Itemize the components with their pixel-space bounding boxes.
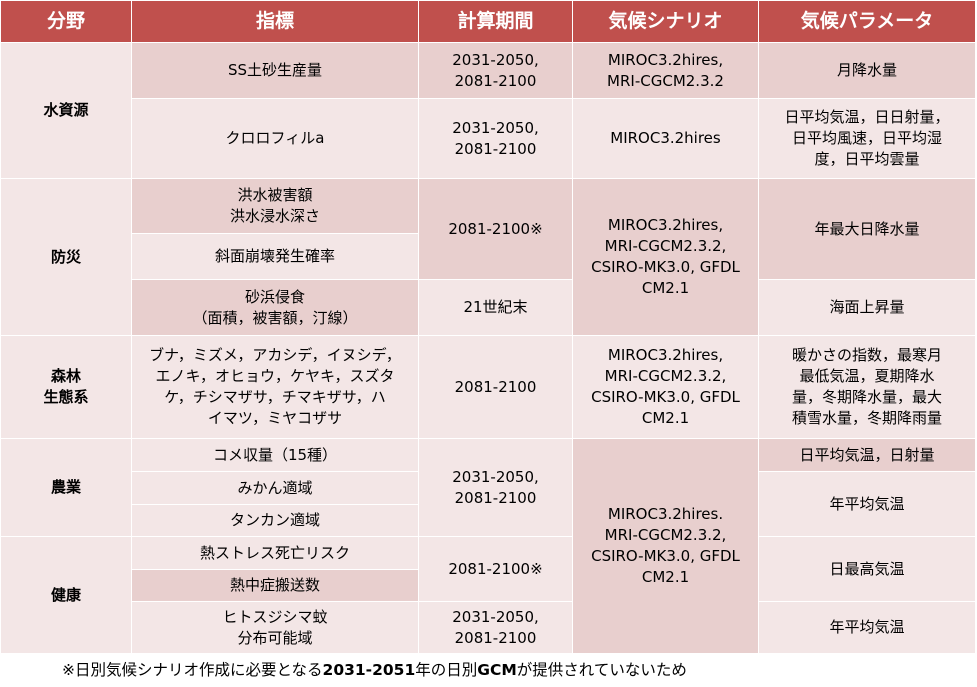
indicator-cell: タンカン適域 bbox=[131, 504, 419, 537]
footnote-middle: 年の日別 bbox=[415, 661, 478, 679]
parameter-cell: 日平均気温，日射量 bbox=[758, 438, 976, 472]
header-field: 分野 bbox=[0, 0, 132, 43]
parameter-cell: 日最高気温 bbox=[758, 536, 976, 602]
period-cell: 2031-2050, 2081-2100 bbox=[418, 42, 573, 99]
table-header-row: 分野 指標 計算期間 気候シナリオ 気候パラメータ bbox=[0, 0, 976, 43]
table-row: みかん適域 年平均気温 bbox=[1, 471, 976, 537]
indicator-cell: 砂浜侵食 （面積，被害額，汀線） bbox=[131, 279, 419, 336]
parameter-cell: 海面上昇量 bbox=[758, 279, 976, 336]
climate-impact-table: 分野 指標 計算期間 気候シナリオ 気候パラメータ 水資源 SS土砂生産量 2031… bbox=[0, 0, 976, 654]
scenario-cell: MIROC3.2hires, MRI-CGCM2.3.2, CSIRO-MK3.… bbox=[572, 178, 759, 336]
header-indicator: 指標 bbox=[131, 0, 419, 43]
field-cell: 防災 bbox=[0, 178, 132, 336]
header-parameter: 気候パラメータ bbox=[758, 0, 976, 43]
indicator-cell: 斜面崩壊発生確率 bbox=[131, 233, 419, 280]
indicator-cell: クロロフィルa bbox=[131, 98, 419, 179]
footnote-gcm: GCM bbox=[477, 661, 517, 679]
table-row: タンカン適域 bbox=[1, 504, 976, 537]
header-scenario: 気候シナリオ bbox=[572, 0, 759, 43]
table-row: 農業 コメ収量（15種） 2031-2050, 2081-2100 MIROC3.2h… bbox=[0, 438, 976, 654]
indicator-cell: ヒトスジシマ蚊 分布可能域 bbox=[131, 601, 419, 654]
footnote: ※日別気候シナリオ作成に必要となる2031-2051年の日別GCMが提供されてい… bbox=[62, 660, 687, 681]
indicator-cell: SS土砂生産量 bbox=[131, 42, 419, 99]
parameter-cell: 日平均気温，日日射量， 日平均風速，日平均湿 度，日平均雲量 bbox=[758, 98, 976, 179]
scenario-cell: MIROC3.2hires, MRI-CGCM2.3.2, CSIRO-MK3.… bbox=[572, 335, 759, 439]
period-cell: 2031-2050, 2081-2100 bbox=[418, 601, 573, 654]
table-row: 砂浜侵食 （面積，被害額，汀線） 21世紀末 海面上昇量 bbox=[1, 279, 976, 336]
indicator-cell: 洪水被害額 洪水浸水深さ bbox=[131, 178, 419, 234]
table-body: 水資源 SS土砂生産量 2031-2050, 2081-2100 MIROC3.2hi… bbox=[0, 42, 976, 654]
table-row: 斜面崩壊発生確率 bbox=[1, 233, 976, 280]
table-row: 水資源 SS土砂生産量 2031-2050, 2081-2100 MIROC3.2hi… bbox=[0, 42, 976, 179]
period-cell: 2081-2100※ bbox=[418, 536, 573, 602]
field-cell: 健康 bbox=[0, 536, 132, 654]
table-row: 防災 洪水被害額 洪水浸水深さ 2081-2100※ MIROC3.2hires, M… bbox=[0, 178, 976, 336]
table-row: ヒトスジシマ蚊 分布可能域 2031-2050, 2081-2100 年平均気温 bbox=[1, 601, 976, 654]
table-row: 健康 熱ストレス死亡リスク 2081-2100※ 日最高気温 bbox=[0, 536, 976, 654]
period-cell: 2081-2100 bbox=[418, 335, 573, 439]
parameter-cell: 年最大日降水量 bbox=[758, 178, 976, 280]
indicator-cell: みかん適域 bbox=[131, 471, 419, 505]
header-period: 計算期間 bbox=[418, 0, 573, 43]
field-cell: 森林 生態系 bbox=[0, 335, 132, 439]
field-cell: 水資源 bbox=[0, 42, 132, 179]
field-cell: 農業 bbox=[0, 438, 132, 537]
period-cell: 21世紀末 bbox=[418, 279, 573, 336]
footnote-years: 2031-2051 bbox=[322, 661, 416, 679]
period-cell: 2081-2100※ bbox=[418, 178, 573, 280]
parameter-cell: 月降水量 bbox=[758, 42, 976, 99]
indicator-cell: 熱ストレス死亡リスク bbox=[131, 536, 419, 570]
table-row: 熱中症搬送数 bbox=[1, 569, 976, 602]
period-cell: 2031-2050, 2081-2100 bbox=[418, 98, 573, 179]
scenario-cell: MIROC3.2hires, MRI-CGCM2.3.2 bbox=[572, 42, 759, 99]
table-row: 森林 生態系 ブナ，ミズメ，アカシデ，イヌシデ， エノキ，オヒョウ，ケヤキ，スズタ… bbox=[0, 335, 976, 439]
parameter-cell: 年平均気温 bbox=[758, 471, 976, 537]
indicator-cell: コメ収量（15種） bbox=[131, 438, 419, 472]
indicator-cell: 熱中症搬送数 bbox=[131, 569, 419, 602]
scenario-cell: MIROC3.2hires. MRI-CGCM2.3.2, CSIRO-MK3.… bbox=[572, 438, 759, 654]
parameter-cell: 年平均気温 bbox=[758, 601, 976, 654]
scenario-cell: MIROC3.2hires bbox=[572, 98, 759, 179]
period-cell: 2031-2050, 2081-2100 bbox=[418, 438, 573, 537]
table-row: クロロフィルa 2031-2050, 2081-2100 MIROC3.2hires… bbox=[1, 98, 976, 179]
footnote-suffix: が提供されていないため bbox=[516, 661, 687, 679]
indicator-cell: ブナ，ミズメ，アカシデ，イヌシデ， エノキ，オヒョウ，ケヤキ，スズタ ケ，チシマ… bbox=[131, 335, 419, 439]
parameter-cell: 暖かさの指数，最寒月 最低気温，夏期降水 量，冬期降水量，最大 積雪水量，冬期降… bbox=[758, 335, 976, 439]
footnote-prefix: ※日別気候シナリオ作成に必要となる bbox=[62, 661, 323, 679]
